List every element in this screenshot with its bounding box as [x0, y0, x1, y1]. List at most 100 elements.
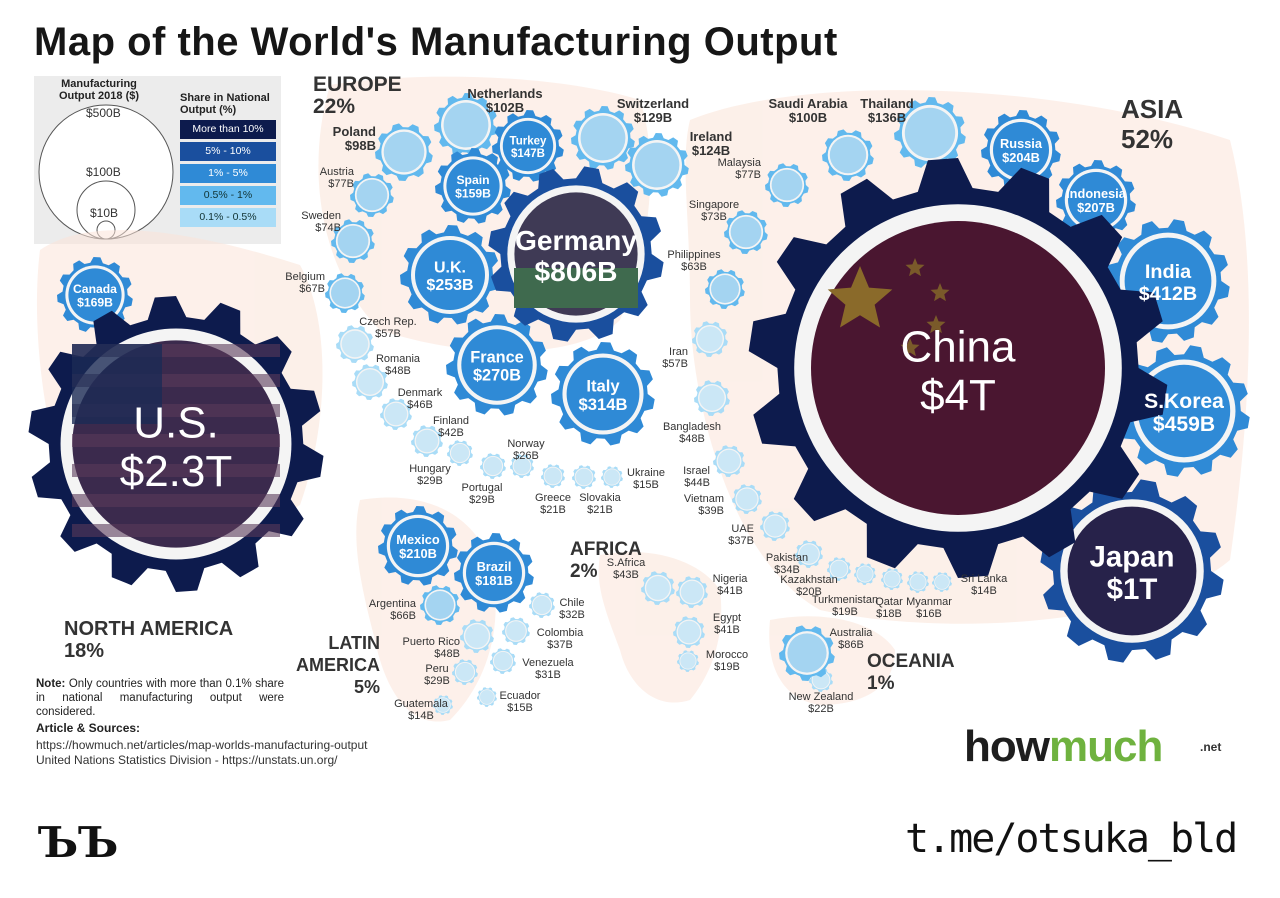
flag-disc [711, 275, 739, 303]
flag-disc [383, 131, 425, 173]
region-oceania-name: OCEANIA [867, 651, 955, 672]
legend-share-label: 0.1% - 0.5% [199, 211, 257, 223]
flag-disc [450, 443, 470, 463]
gear-pakistan [795, 540, 823, 568]
gear-country-label: Spain [456, 173, 489, 187]
flag-disc [904, 107, 956, 159]
gear-value-label: $147B [511, 148, 545, 160]
gear-value-label: $18B [876, 608, 902, 620]
gear-germany [488, 166, 664, 342]
gear-country-label: UAE [731, 523, 754, 535]
gear-netherlands [434, 93, 498, 157]
gear-country-label: Australia [830, 627, 874, 639]
flag-star [905, 258, 925, 277]
gear-thailand [894, 97, 966, 169]
gear-country-label: Denmark [398, 387, 443, 399]
gear-country-label: Slovakia [579, 492, 621, 504]
region-asia-name: ASIA [1121, 94, 1184, 124]
legend-share-label: 5% - 10% [205, 145, 251, 157]
flag-disc [443, 102, 489, 148]
flag-disc [513, 457, 531, 475]
gear-value-label: $181B [475, 573, 513, 588]
flag-star [900, 338, 920, 357]
flag-disc [575, 468, 593, 486]
gear-russia [981, 110, 1061, 190]
gear-country-label: Israel [683, 465, 710, 477]
gear-country-label: Ireland [690, 129, 733, 144]
gear-country-label: Ukraine [627, 467, 665, 479]
gear-saudi-arabia [822, 129, 874, 181]
gear-country-label: Argentina [369, 598, 417, 610]
gear-value-label: $19B [832, 606, 858, 618]
gear-brazil [454, 533, 534, 613]
gear-myanmar [907, 571, 929, 593]
flag-disc [935, 575, 949, 589]
source-link[interactable]: https://howmuch.net/articles/map-worlds-… [36, 738, 368, 752]
region-africa-share: 2% [570, 561, 598, 582]
legend-circle-label-500b: $500B [86, 106, 121, 120]
gear-country-label: Russia [1000, 136, 1043, 151]
gear-value-label: $314B [579, 395, 628, 414]
gear-s-africa [641, 571, 675, 605]
gear-country-label: New Zealand [789, 691, 854, 703]
gear-philippines [705, 269, 745, 309]
gear-value-label: $42B [438, 427, 464, 439]
gear-value-label: $34B [774, 564, 800, 576]
flag-disc [580, 115, 626, 161]
gear-country-label: Peru [425, 663, 448, 675]
gear-spain [435, 148, 511, 224]
gear-country-label: Germany [515, 225, 637, 256]
gear-value-label: $136B [868, 110, 906, 125]
gear-country-label: Saudi Arabia [769, 96, 849, 111]
gear-mexico [378, 506, 458, 586]
gear-country-label: Morocco [706, 649, 748, 661]
brand-much: much [1048, 722, 1163, 771]
gear-country-label: India [1145, 261, 1192, 283]
gear-country-label: Canada [73, 282, 117, 296]
flag-disc [446, 159, 500, 213]
gear-value-label: $37B [547, 639, 573, 651]
gear-country-label: Chile [559, 597, 584, 609]
gear-poland [375, 123, 433, 181]
gear-value-label: $48B [434, 648, 460, 660]
gear-value-label: $100B [789, 110, 827, 125]
gear-country-label: Portugal [462, 482, 503, 494]
region-oceania-share: 1% [867, 673, 895, 694]
legend-share-row: 0.5% - 1% [180, 186, 276, 205]
gear-country-label: Greece [535, 492, 571, 504]
gear-country-label: Romania [376, 353, 421, 365]
gear-denmark [380, 398, 412, 430]
gear-country-label: S.Korea [1144, 390, 1224, 413]
flag-star [930, 283, 950, 302]
gear-value-label: $98B [345, 138, 376, 153]
gear-country-label: Ecuador [500, 690, 541, 702]
footnote-prefix: Note: [36, 678, 66, 690]
flag-disc [677, 620, 701, 644]
flag-disc [857, 566, 873, 582]
gear-hungary [447, 440, 473, 466]
gear-value-label: $32B [559, 609, 585, 621]
region-europe-share: 22% [313, 95, 356, 118]
legend-size-title-line1: Manufacturing [61, 78, 137, 90]
flag-disc [1067, 506, 1197, 636]
gear-kazakhstan [827, 557, 851, 581]
flag-disc [544, 467, 562, 485]
flag-disc [426, 591, 454, 619]
gear-value-label: $21B [540, 504, 566, 516]
gear-sweden [331, 219, 375, 263]
flag-stripe [72, 524, 280, 537]
gear-country-label: Czech Rep. [359, 316, 416, 328]
gear-value-label: $270B [473, 367, 521, 385]
flag-disc [502, 120, 554, 172]
gear-country-label: Mexico [396, 532, 440, 547]
gear-turkey [492, 110, 564, 182]
legend-share-row: 5% - 10% [180, 142, 276, 161]
gear-nigeria [676, 576, 708, 608]
gear-peru [452, 659, 478, 685]
flag-disc [415, 429, 439, 453]
flag-disc [455, 662, 475, 682]
legend: Manufacturing Output 2018 ($) Share in N… [34, 76, 281, 244]
gear-italy [551, 342, 655, 446]
